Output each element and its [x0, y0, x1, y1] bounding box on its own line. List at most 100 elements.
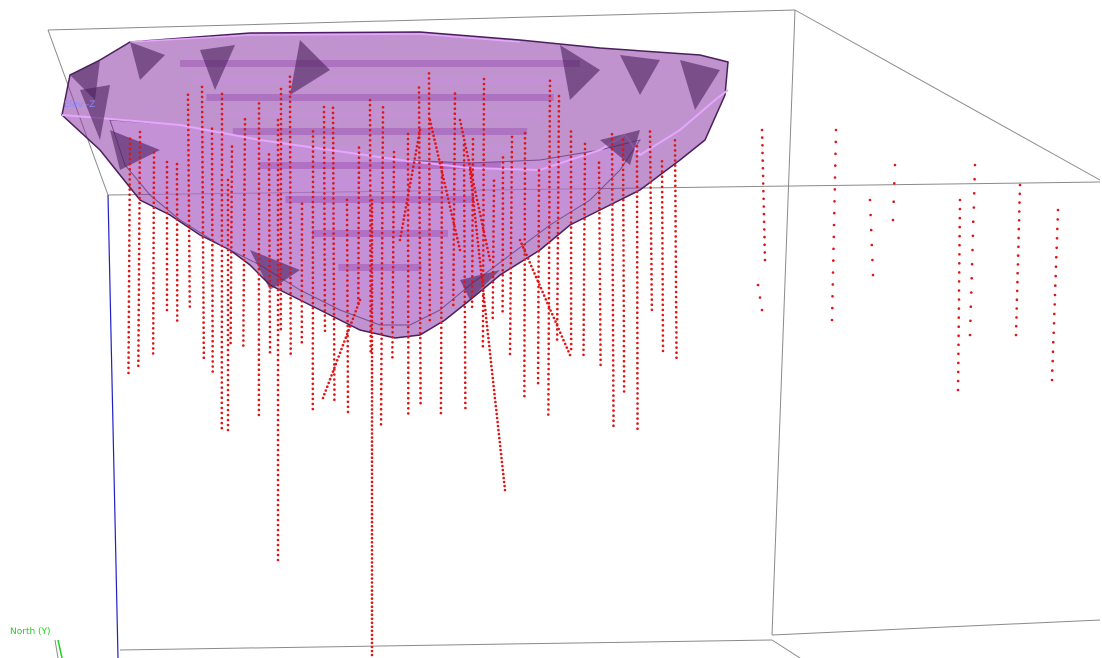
drillhole-point [257, 222, 261, 226]
drillhole-point [202, 326, 205, 330]
drillhole-trace[interactable] [229, 145, 234, 345]
drillhole-trace[interactable] [322, 105, 327, 333]
drillhole-point [311, 352, 315, 355]
drillhole-trace[interactable] [569, 130, 573, 351]
open-pit-mesh-icon[interactable] [61, 31, 729, 339]
drillhole-point [418, 331, 422, 335]
drillhole-trace[interactable] [547, 79, 552, 416]
drillhole-trace[interactable] [518, 238, 572, 357]
drillhole-trace[interactable] [470, 137, 475, 309]
drillhole-trace[interactable] [491, 179, 496, 320]
drillhole-point [201, 130, 204, 134]
drillhole-point [501, 166, 505, 169]
drillhole-point [418, 128, 422, 132]
drillhole-trace[interactable] [673, 139, 678, 360]
drillhole-trace[interactable] [648, 130, 654, 312]
drillhole-point [1053, 293, 1057, 297]
drillhole-point [533, 272, 536, 275]
drillhole-trace[interactable] [660, 160, 665, 353]
drillhole-trace[interactable] [200, 85, 206, 360]
drillhole-trace[interactable] [226, 178, 230, 432]
drillhole-point [482, 128, 486, 131]
drillhole-trace[interactable] [391, 150, 396, 359]
drillhole-trace[interactable] [398, 128, 422, 242]
drillhole-trace[interactable] [165, 160, 169, 312]
drillhole-trace[interactable] [458, 118, 492, 262]
drillhole-trace[interactable] [288, 75, 293, 355]
drillhole-trace[interactable] [468, 168, 507, 492]
drillhole-point [392, 175, 396, 179]
drillhole-point [165, 288, 169, 291]
drillhole-trace[interactable] [242, 117, 247, 347]
drillhole-trace[interactable] [1014, 183, 1022, 337]
drillhole-trace[interactable] [523, 131, 527, 398]
drillhole-trace[interactable] [300, 202, 304, 344]
drillhole-point [381, 211, 384, 215]
drillhole-point [661, 298, 664, 302]
drillhole-trace[interactable] [462, 143, 467, 410]
drillhole-trace[interactable] [345, 198, 350, 414]
drillhole-trace[interactable] [379, 106, 385, 426]
drillhole-point [761, 174, 765, 178]
drillhole-point [370, 573, 374, 576]
drillhole-trace[interactable] [582, 142, 587, 357]
drillhole-point [442, 177, 445, 181]
drillhole-trace[interactable] [267, 153, 272, 354]
drillhole-trace[interactable] [175, 162, 179, 322]
drillhole-trace[interactable] [501, 156, 505, 313]
drillhole-trace[interactable] [427, 72, 432, 322]
drillhole-trace[interactable] [127, 137, 132, 375]
drillhole-point [440, 306, 443, 310]
drillhole-trace[interactable] [968, 163, 977, 337]
drillhole-trace[interactable] [428, 118, 462, 252]
drillhole-trace[interactable] [956, 198, 962, 392]
drillhole-trace[interactable] [756, 283, 764, 312]
drillhole-trace[interactable] [891, 163, 897, 222]
drillhole-trace[interactable] [220, 92, 224, 430]
drillhole-point [268, 305, 272, 308]
drillhole-trace[interactable] [186, 93, 192, 308]
drillhole-point [243, 163, 246, 166]
drillhole-trace[interactable] [610, 132, 615, 428]
drillhole-points-icon[interactable] [127, 72, 1060, 657]
drillhole-trace[interactable] [276, 118, 280, 562]
drillhole-trace[interactable] [357, 146, 361, 305]
drillhole-trace[interactable] [321, 298, 362, 400]
drillhole-trace[interactable] [151, 151, 156, 355]
drillhole-point [761, 182, 765, 185]
drillhole-point [381, 106, 385, 109]
drillhole-trace[interactable] [368, 98, 373, 353]
drillhole-point [674, 250, 678, 253]
drillhole-trace[interactable] [868, 198, 875, 277]
drillhole-point [210, 167, 214, 171]
drillhole-point [346, 344, 350, 348]
drillhole-trace[interactable] [370, 198, 374, 657]
drillhole-point [187, 138, 190, 142]
drillhole-trace[interactable] [536, 169, 541, 385]
drillhole-trace[interactable] [621, 138, 626, 393]
drillhole-trace[interactable] [555, 94, 561, 341]
drillhole-point [257, 408, 261, 412]
drillhole-point [523, 308, 526, 312]
drillhole-trace[interactable] [279, 87, 283, 331]
drillhole-point [569, 140, 573, 143]
drillhole-point [165, 293, 169, 297]
drillhole-trace[interactable] [830, 128, 838, 322]
drillhole-trace[interactable] [210, 127, 214, 373]
drillhole-point [501, 181, 505, 185]
drillhole-trace[interactable] [760, 128, 767, 262]
drillhole-trace[interactable] [257, 102, 261, 417]
drillhole-trace[interactable] [331, 106, 336, 402]
drillhole-trace[interactable] [311, 130, 315, 411]
drillhole-trace[interactable] [137, 130, 142, 368]
drillhole-point [331, 141, 335, 145]
drillhole-point [220, 239, 224, 242]
drillhole-trace[interactable] [635, 145, 639, 431]
drillhole-trace[interactable] [597, 161, 602, 367]
drillhole-trace[interactable] [1050, 208, 1060, 382]
drillhole-trace[interactable] [452, 92, 457, 307]
drillhole-trace[interactable] [481, 77, 486, 348]
drillhole-trace[interactable] [508, 135, 514, 356]
